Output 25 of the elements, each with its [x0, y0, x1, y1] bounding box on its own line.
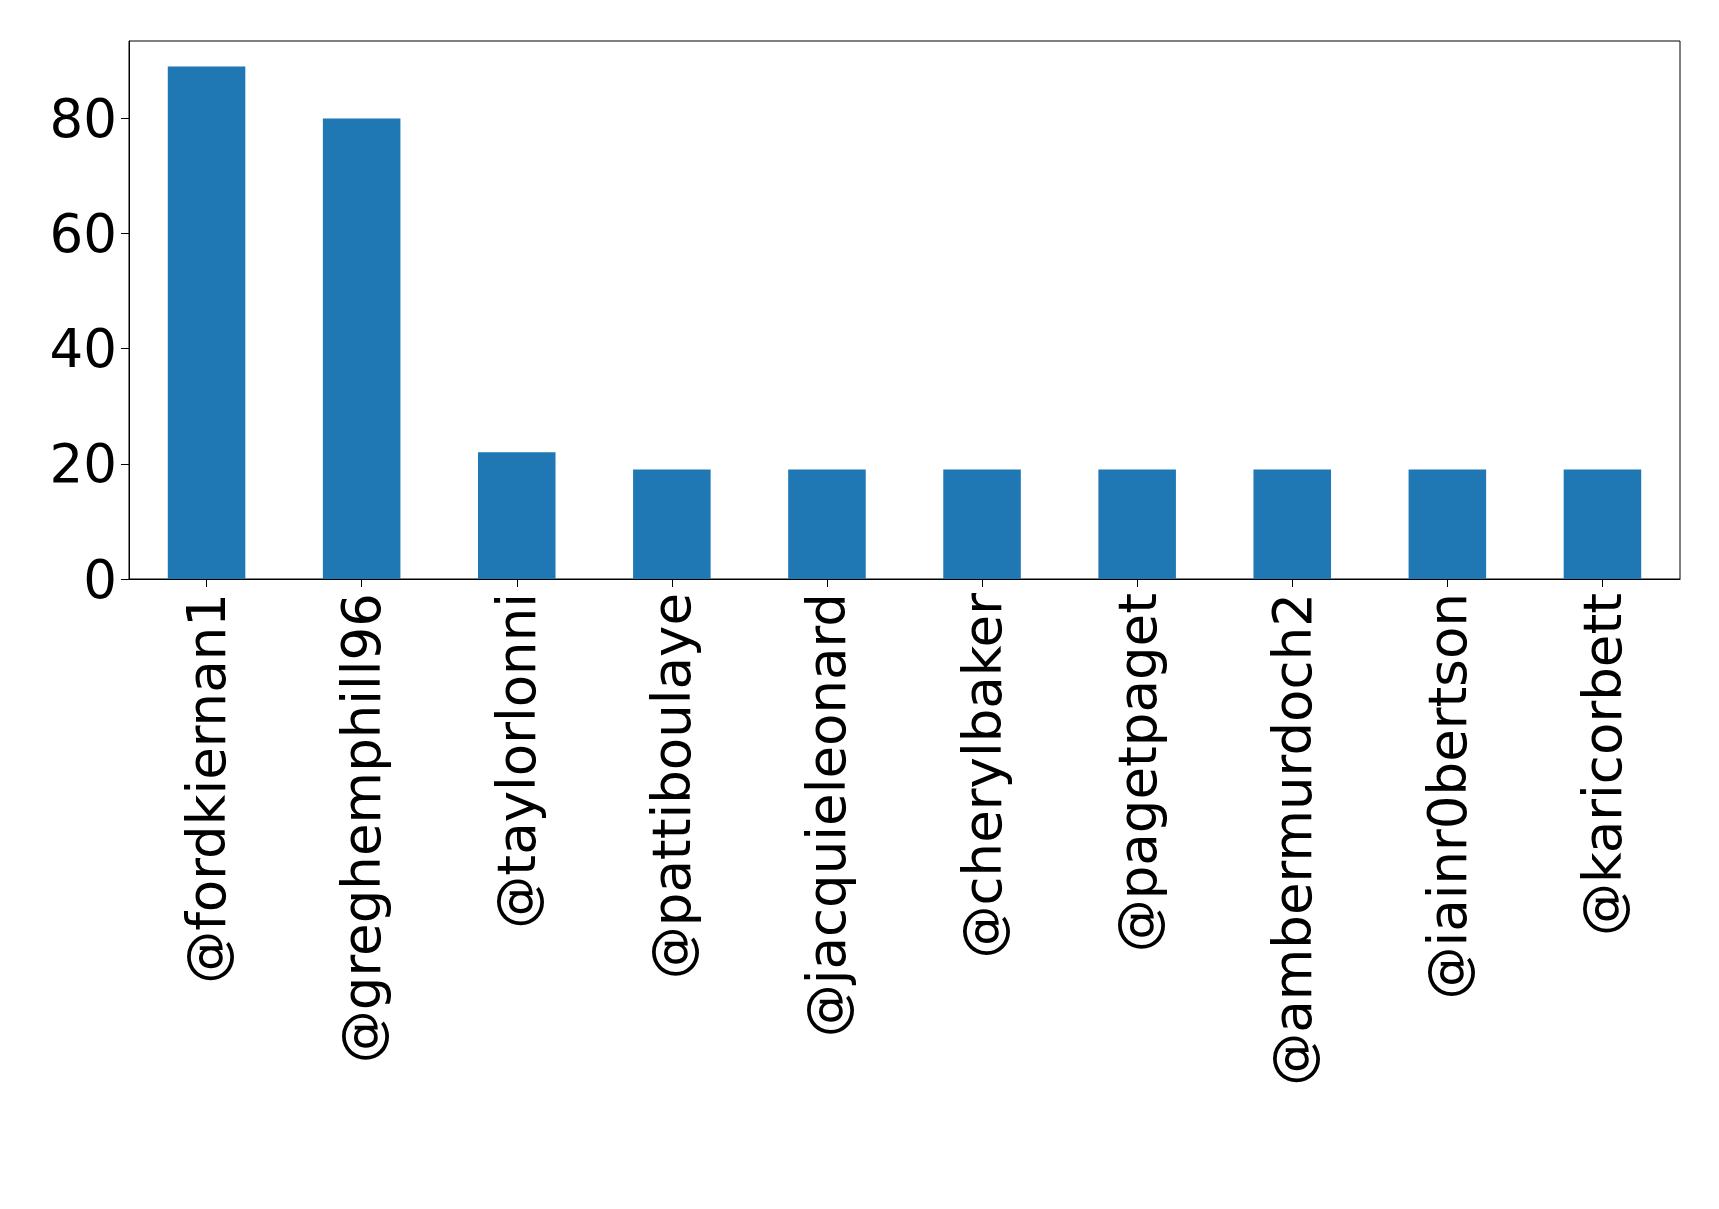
- x-tick-label: @taylorlonni: [486, 593, 548, 929]
- bar: [788, 469, 866, 579]
- y-tick-label: 20: [49, 433, 117, 495]
- x-tick-label: @jacquieleonard: [796, 593, 858, 1038]
- bar: [1253, 469, 1332, 579]
- bar: [1563, 469, 1642, 579]
- y-tick-label: 0: [83, 548, 117, 610]
- y-tick-label: 60: [49, 203, 117, 265]
- x-tick-label: @greghemphill96: [331, 593, 393, 1064]
- x-tick-label: @iainr0bertson: [1416, 593, 1478, 1000]
- bar: [1408, 469, 1487, 579]
- bar: [477, 452, 556, 579]
- x-tick-label: @ambermurdoch2: [1261, 593, 1323, 1086]
- x-tick-label: @pattiboulaye: [641, 593, 703, 980]
- x-tick-label: @fordkiernan1: [176, 593, 238, 984]
- bar: [633, 469, 711, 579]
- x-tick-label: @pagetpaget: [1106, 593, 1168, 953]
- bar: [1098, 469, 1176, 579]
- y-tick-label: 80: [49, 87, 117, 149]
- bar: [167, 66, 246, 579]
- x-tick-label: @cherylbaker: [951, 592, 1013, 959]
- y-tick-label: 40: [49, 318, 117, 380]
- bar: [322, 118, 401, 579]
- bar: [943, 469, 1021, 579]
- x-tick-label: @karicorbett: [1571, 593, 1633, 936]
